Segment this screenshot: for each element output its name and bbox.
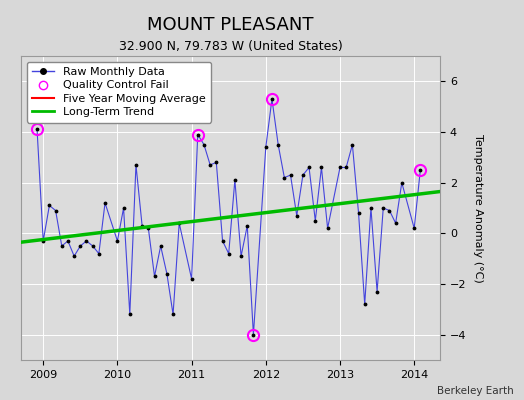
- Text: 32.900 N, 79.783 W (United States): 32.900 N, 79.783 W (United States): [118, 40, 343, 53]
- Y-axis label: Temperature Anomaly (°C): Temperature Anomaly (°C): [473, 134, 483, 282]
- Text: Berkeley Earth: Berkeley Earth: [437, 386, 514, 396]
- Legend: Raw Monthly Data, Quality Control Fail, Five Year Moving Average, Long-Term Tren: Raw Monthly Data, Quality Control Fail, …: [27, 62, 212, 123]
- Text: MOUNT PLEASANT: MOUNT PLEASANT: [147, 16, 314, 34]
